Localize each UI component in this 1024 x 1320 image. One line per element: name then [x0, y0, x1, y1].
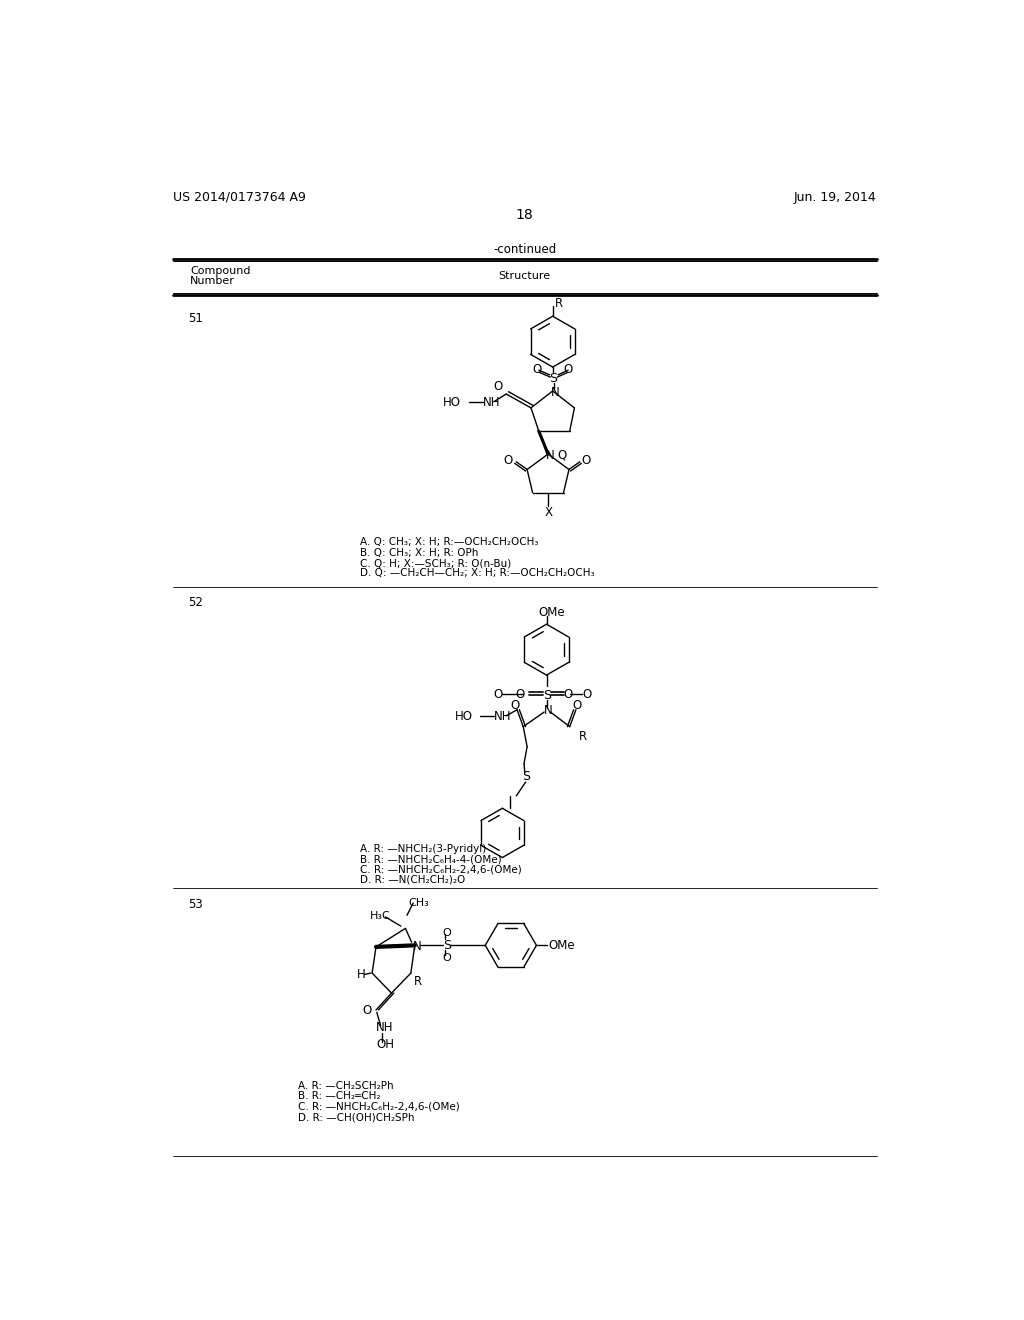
Text: B. Q: CH₃; X: H; R: OPh: B. Q: CH₃; X: H; R: OPh — [360, 548, 479, 557]
Text: NH: NH — [376, 1020, 393, 1034]
Text: OMe: OMe — [548, 940, 574, 952]
Text: O: O — [532, 363, 542, 376]
Text: O: O — [442, 953, 452, 964]
Text: O: O — [582, 454, 591, 467]
Text: 51: 51 — [188, 313, 204, 326]
Text: O: O — [494, 688, 503, 701]
Text: OMe: OMe — [539, 606, 565, 619]
Text: O: O — [362, 1003, 372, 1016]
Text: D. R: —N(CH₂CH₂)₂O: D. R: —N(CH₂CH₂)₂O — [360, 875, 466, 884]
Text: C. R: —NHCH₂C₆H₂-2,4,6-(OMe): C. R: —NHCH₂C₆H₂-2,4,6-(OMe) — [299, 1102, 460, 1111]
Text: Compound: Compound — [190, 267, 251, 276]
Text: N: N — [544, 705, 553, 717]
Text: O: O — [515, 688, 524, 701]
Text: S: S — [544, 689, 551, 702]
Text: HO: HO — [442, 396, 461, 409]
Text: O: O — [563, 363, 572, 376]
Text: NH: NH — [483, 396, 501, 409]
Text: B. R: —CH₂═CH₂: B. R: —CH₂═CH₂ — [299, 1092, 381, 1101]
Text: H: H — [356, 969, 366, 982]
Text: R: R — [555, 297, 563, 310]
Text: R: R — [579, 730, 587, 743]
Text: S: S — [549, 372, 557, 384]
Text: Jun. 19, 2014: Jun. 19, 2014 — [794, 190, 877, 203]
Text: HO: HO — [455, 710, 473, 723]
Text: A. Q: CH₃; X: H; R:—OCH₂CH₂OCH₃: A. Q: CH₃; X: H; R:—OCH₂CH₂OCH₃ — [360, 537, 539, 548]
Text: O: O — [504, 454, 513, 467]
Text: O: O — [563, 688, 572, 701]
Text: O: O — [494, 380, 503, 393]
Text: D. Q: —CH₂CH—CH₂; X: H; R:—OCH₂CH₂OCH₃: D. Q: —CH₂CH—CH₂; X: H; R:—OCH₂CH₂OCH₃ — [360, 569, 595, 578]
Text: US 2014/0173764 A9: US 2014/0173764 A9 — [173, 190, 306, 203]
Text: H₃C: H₃C — [370, 911, 390, 920]
Text: O: O — [572, 700, 582, 711]
Text: N: N — [546, 449, 554, 462]
Text: A. R: —CH₂SCH₂Ph: A. R: —CH₂SCH₂Ph — [299, 1081, 394, 1090]
Text: R: R — [414, 974, 422, 987]
Text: B. R: —NHCH₂C₆H₄-4-(OMe): B. R: —NHCH₂C₆H₄-4-(OMe) — [360, 854, 502, 865]
Text: N: N — [550, 385, 559, 399]
Text: 53: 53 — [188, 898, 203, 911]
Text: A. R: —NHCH₂(3-Pyridyl): A. R: —NHCH₂(3-Pyridyl) — [360, 843, 486, 854]
Text: S: S — [442, 940, 451, 952]
Text: -continued: -continued — [494, 243, 556, 256]
Text: Number: Number — [190, 276, 234, 286]
Text: O: O — [511, 700, 520, 711]
Text: CH₃: CH₃ — [409, 898, 429, 908]
Text: O: O — [442, 928, 452, 939]
Text: 18: 18 — [516, 209, 534, 223]
Text: 52: 52 — [188, 595, 204, 609]
Text: N: N — [413, 940, 421, 953]
Text: O: O — [583, 688, 592, 701]
Text: NH: NH — [494, 710, 511, 723]
Text: OH: OH — [376, 1038, 394, 1051]
Text: C. Q: H; X:—SCH₃; R: O(n-Bu): C. Q: H; X:—SCH₃; R: O(n-Bu) — [360, 558, 512, 568]
Text: Structure: Structure — [499, 271, 551, 281]
Text: Q: Q — [557, 449, 566, 462]
Text: D. R: —CH(OH)CH₂SPh: D. R: —CH(OH)CH₂SPh — [299, 1111, 415, 1122]
Text: S: S — [522, 770, 530, 783]
Text: C. R: —NHCH₂C₆H₂-2,4,6-(OMe): C. R: —NHCH₂C₆H₂-2,4,6-(OMe) — [360, 865, 522, 874]
Text: X: X — [545, 507, 553, 520]
